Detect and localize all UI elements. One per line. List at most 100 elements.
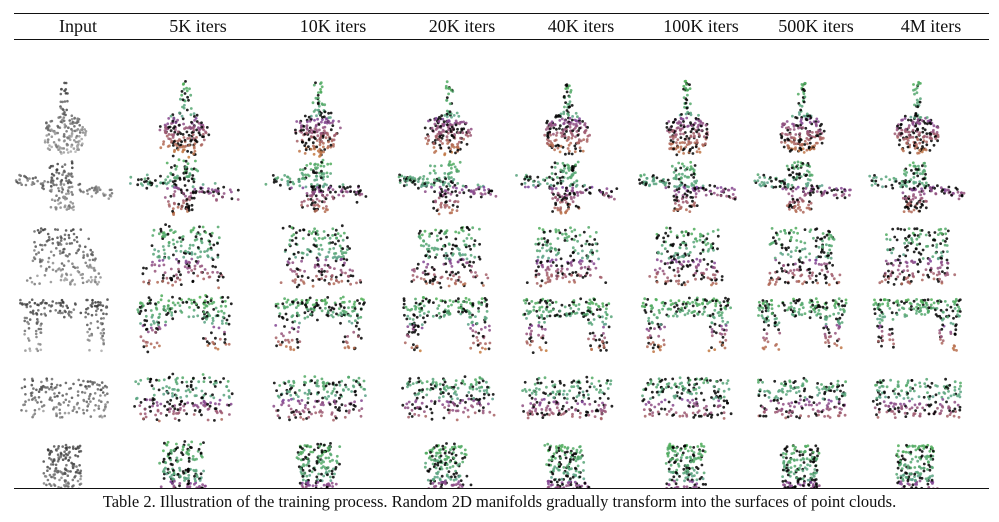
point [548, 175, 551, 179]
point [77, 142, 80, 146]
point [51, 181, 55, 185]
point [483, 188, 486, 192]
point [136, 183, 140, 187]
point [304, 185, 308, 189]
point [786, 128, 790, 132]
point [282, 334, 285, 338]
point [295, 139, 299, 143]
point [197, 131, 201, 135]
point [69, 181, 73, 184]
point [830, 244, 833, 248]
point [803, 228, 807, 232]
point [228, 188, 232, 192]
point [923, 128, 927, 132]
point [68, 134, 71, 138]
point [424, 242, 428, 246]
point [51, 242, 55, 245]
point [140, 302, 144, 305]
point [288, 177, 292, 181]
point [334, 132, 338, 136]
point [800, 121, 804, 125]
point [469, 190, 473, 193]
point [86, 192, 89, 196]
point [911, 120, 915, 124]
point [157, 232, 161, 236]
point [211, 270, 215, 274]
point [320, 85, 324, 89]
point [202, 315, 206, 318]
point [915, 91, 919, 95]
point [303, 144, 307, 147]
point [183, 265, 187, 269]
point [171, 119, 175, 123]
point [690, 232, 694, 236]
point [675, 207, 678, 211]
point [220, 309, 224, 313]
point [71, 193, 74, 196]
point [62, 119, 66, 123]
point [686, 233, 690, 237]
point [453, 183, 457, 187]
point [806, 183, 809, 187]
point [37, 327, 41, 331]
point [465, 237, 469, 240]
point [64, 176, 68, 180]
point [206, 312, 210, 316]
point [191, 133, 195, 136]
point [798, 132, 802, 135]
point [49, 184, 53, 188]
point [190, 167, 193, 171]
point [468, 244, 471, 248]
point [30, 298, 34, 302]
column-header-5k: 5K iters [169, 16, 227, 36]
point [911, 135, 915, 139]
point [788, 204, 792, 208]
point [712, 191, 716, 195]
point [196, 314, 200, 318]
point [355, 191, 358, 194]
point [178, 145, 182, 149]
point [820, 249, 824, 252]
point [588, 191, 591, 195]
point [689, 160, 693, 164]
point [192, 112, 196, 115]
point [72, 208, 75, 212]
point [564, 101, 567, 104]
point [694, 237, 698, 241]
point [478, 242, 481, 246]
point [276, 176, 280, 180]
point [199, 187, 203, 190]
point [568, 280, 571, 284]
point [451, 247, 454, 251]
point [664, 186, 668, 190]
point [170, 166, 173, 169]
point [555, 127, 558, 131]
point [670, 142, 673, 146]
point [786, 253, 790, 256]
point [903, 228, 906, 232]
point [49, 250, 53, 254]
point [561, 186, 564, 189]
point [906, 280, 910, 284]
point [928, 136, 932, 140]
point [644, 182, 648, 186]
point [799, 164, 803, 168]
point [280, 340, 284, 344]
point [660, 252, 664, 256]
point [174, 128, 177, 132]
point [329, 111, 333, 115]
point [75, 129, 78, 132]
point [219, 304, 223, 308]
point [564, 152, 567, 156]
point [161, 276, 165, 280]
point [914, 167, 918, 171]
point [139, 335, 143, 339]
point [54, 228, 57, 231]
point [783, 229, 787, 233]
point [484, 273, 488, 276]
point [576, 115, 579, 119]
point [442, 193, 445, 197]
point [415, 275, 419, 279]
point [687, 137, 691, 140]
point [331, 234, 334, 237]
